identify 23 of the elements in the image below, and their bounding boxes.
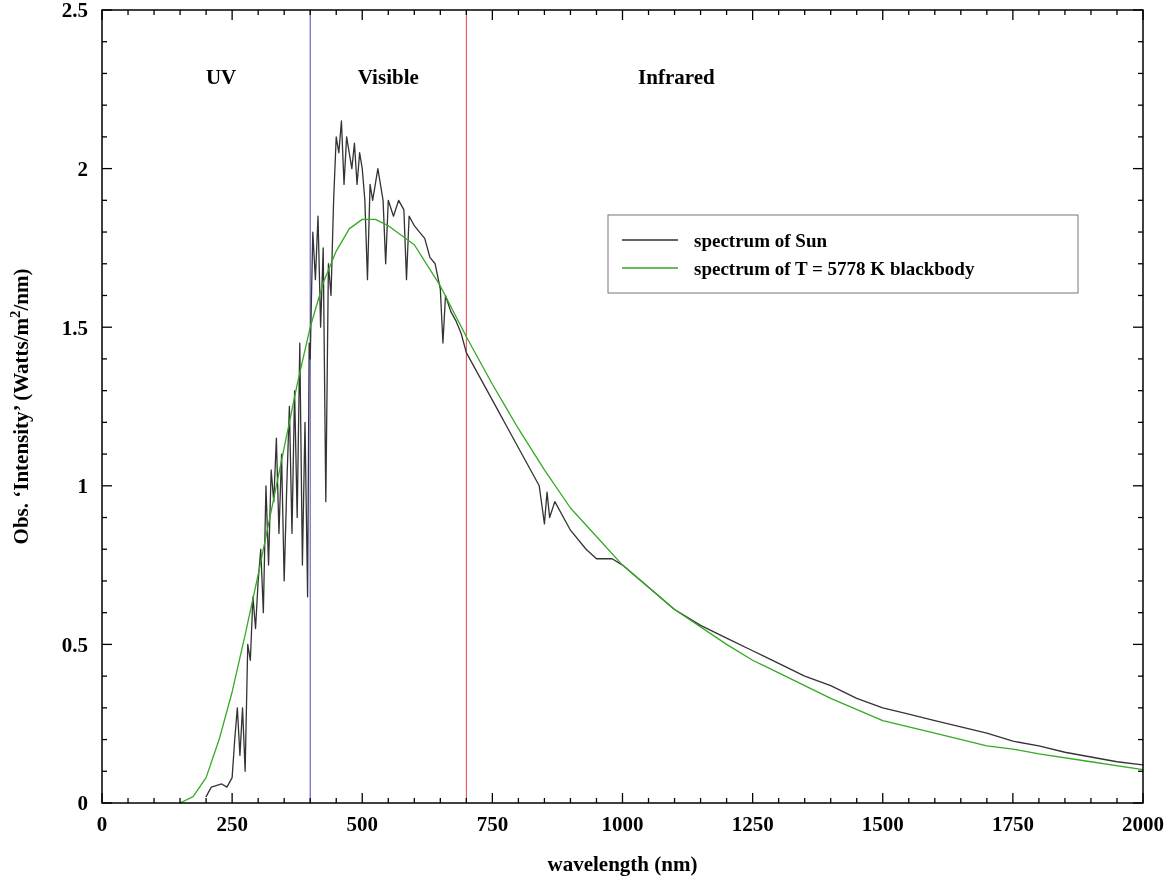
line-series: [205, 120, 1144, 798]
annotation: UV: [205, 65, 237, 89]
y-tick-label: 0.5: [61, 632, 88, 657]
annotation: Infrared: [638, 65, 715, 89]
x-tick-label: 1500: [861, 812, 904, 836]
y-tick-label: 1: [77, 474, 88, 499]
x-axis-title: wavelength (nm): [547, 852, 698, 876]
x-tick-label: 750: [476, 812, 509, 836]
y-tick-label: 2.5: [61, 0, 88, 23]
x-tick-label: 500: [346, 812, 378, 836]
x-tick-label: 0: [96, 812, 108, 836]
y-tick-label: 2: [77, 156, 88, 181]
legend-label: spectrum of T = 5778 K blackbody: [694, 257, 975, 279]
annotation: Visible: [357, 65, 419, 89]
x-tick-label: 1750: [991, 812, 1034, 836]
legend-label: spectrum of Sun: [694, 229, 828, 251]
line-series: [179, 218, 1144, 804]
y-tick-label: 1.5: [61, 315, 88, 340]
x-tick-label: 1250: [731, 812, 774, 836]
x-tick-label: 1000: [601, 812, 644, 836]
y-tick-label: 0: [77, 791, 88, 816]
x-tick-label: 250: [216, 812, 248, 836]
x-tick-label: 2000: [1122, 812, 1164, 836]
